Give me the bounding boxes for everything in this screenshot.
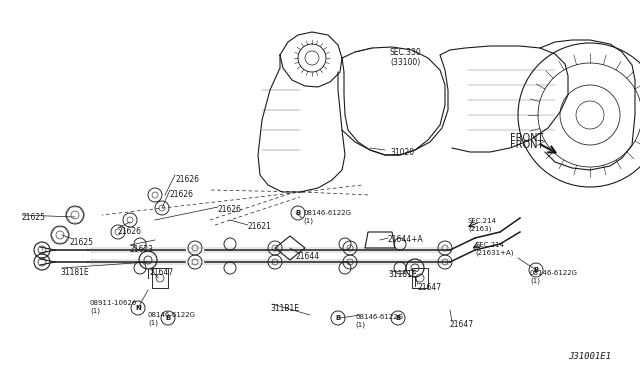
Text: B: B bbox=[296, 210, 301, 216]
Text: B: B bbox=[396, 315, 401, 321]
Text: 21626: 21626 bbox=[170, 190, 194, 199]
Text: FRONT: FRONT bbox=[510, 140, 543, 150]
Text: 08911-10626
(1): 08911-10626 (1) bbox=[90, 300, 138, 314]
Text: 21647: 21647 bbox=[418, 283, 442, 292]
Text: 08146-6122G
(1): 08146-6122G (1) bbox=[355, 314, 403, 327]
Text: B: B bbox=[165, 315, 171, 321]
Text: 21626: 21626 bbox=[218, 205, 242, 214]
Text: 21626: 21626 bbox=[118, 227, 142, 236]
Text: 21625: 21625 bbox=[22, 213, 46, 222]
Bar bbox=[412, 268, 428, 288]
Text: 08146-6122G
(1): 08146-6122G (1) bbox=[530, 270, 578, 283]
Text: 21626: 21626 bbox=[175, 175, 199, 184]
Text: 21644+A: 21644+A bbox=[388, 235, 424, 244]
Text: 21621: 21621 bbox=[248, 222, 272, 231]
Bar bbox=[152, 268, 168, 288]
Text: 31181E: 31181E bbox=[388, 270, 417, 279]
Text: FRONT: FRONT bbox=[510, 133, 543, 143]
Text: J31001E1: J31001E1 bbox=[568, 352, 611, 361]
Text: 31181E: 31181E bbox=[60, 268, 88, 277]
Text: 08146-6122G
(1): 08146-6122G (1) bbox=[148, 312, 196, 326]
Text: 21623: 21623 bbox=[130, 245, 154, 254]
Text: 21647: 21647 bbox=[450, 320, 474, 329]
Text: B: B bbox=[533, 267, 539, 273]
Text: B: B bbox=[335, 315, 340, 321]
Text: SEC.214
(21631+A): SEC.214 (21631+A) bbox=[475, 242, 513, 256]
Text: 31020: 31020 bbox=[390, 148, 414, 157]
Text: 21647: 21647 bbox=[150, 268, 174, 277]
Text: 21625: 21625 bbox=[70, 238, 94, 247]
Text: 311B1E: 311B1E bbox=[270, 304, 299, 313]
Text: 08146-6122G
(1): 08146-6122G (1) bbox=[303, 210, 351, 224]
Text: 21644: 21644 bbox=[295, 252, 319, 261]
Text: N: N bbox=[135, 305, 141, 311]
Text: SEC.214
(2163): SEC.214 (2163) bbox=[468, 218, 497, 231]
Text: SEC.330
(33100): SEC.330 (33100) bbox=[390, 48, 422, 67]
